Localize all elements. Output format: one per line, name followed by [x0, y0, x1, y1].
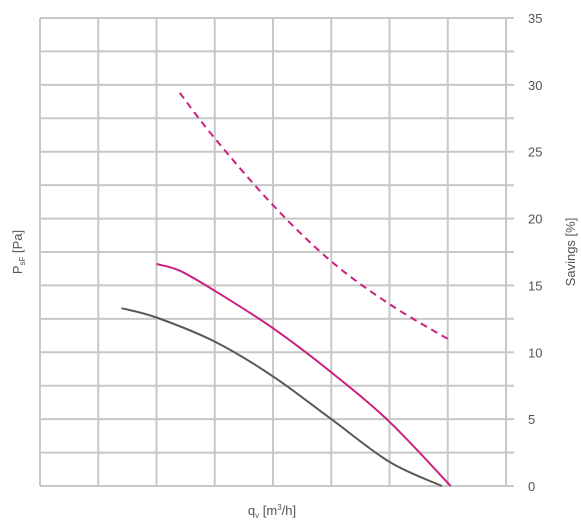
y-axis-left-label: PsF [Pa]: [10, 230, 27, 274]
right-axis-tick-label: 35: [528, 11, 542, 26]
right-axis-tick-label: 5: [528, 412, 535, 427]
right-axis-tick-label: 10: [528, 345, 542, 360]
y-axis-right-label: Savings [%]: [563, 218, 578, 287]
series-layer: [121, 92, 452, 487]
grid: [39, 17, 514, 487]
right-axis-tick-label: 20: [528, 212, 542, 227]
right-axis-tick-label: 0: [528, 479, 535, 494]
right-axis-tick-label: 15: [528, 278, 542, 293]
x-axis-label: qv [m3/h]: [248, 503, 296, 520]
right-axis-ticks: 0 5 10 15 20 25 30 35: [528, 11, 542, 494]
right-axis-tick-label: 30: [528, 78, 542, 93]
series-line-1: [121, 307, 443, 487]
series-line-3: [179, 92, 449, 340]
right-axis-tick-label: 25: [528, 145, 542, 160]
series-line-2: [156, 263, 452, 487]
